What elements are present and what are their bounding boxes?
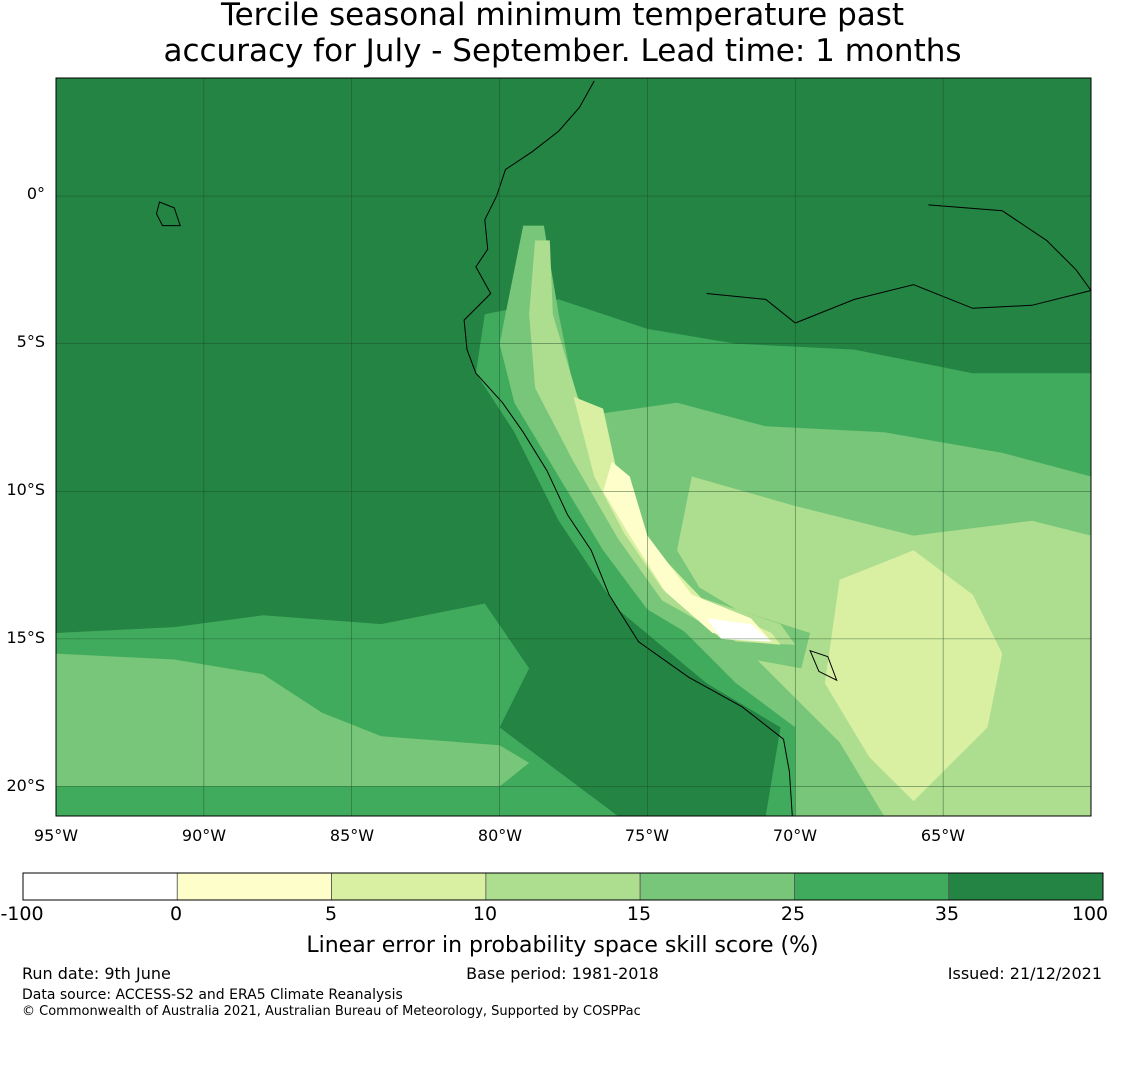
colorbar-segment — [639, 872, 795, 901]
lon-label-70w: 70°W — [772, 826, 818, 845]
lake-titicaca — [809, 649, 838, 682]
colorbar-title: Linear error in probability space skill … — [306, 933, 819, 958]
coastline — [155, 80, 1092, 817]
colorbar-segment — [176, 872, 332, 901]
data-source: Data source: ACCESS-S2 and ERA5 Climate … — [22, 987, 403, 1003]
colorbar-frame — [22, 872, 1104, 901]
galapagos-islands — [155, 201, 181, 227]
lon-label-65w: 65°W — [920, 826, 966, 845]
lat-label-15s: 15°S — [6, 628, 45, 647]
river-amazon — [706, 284, 1092, 324]
colorbar-segment — [948, 872, 1104, 901]
lon-label-95w: 95°W — [33, 826, 79, 845]
chart-title-line2: accuracy for July - September. Lead time… — [163, 33, 962, 69]
base-period: Base period: 1981-2018 — [466, 964, 659, 983]
lon-label-75w: 75°W — [624, 826, 670, 845]
chart-title-line1: Tercile seasonal minimum temperature pas… — [220, 0, 905, 33]
pacific-coastline — [463, 80, 793, 817]
lon-label-80w: 80°W — [477, 826, 523, 845]
lat-label-5s: 5°S — [16, 332, 45, 351]
colorbar-tick-10: 10 — [472, 903, 498, 925]
issued-date: Issued: 21/12/2021 — [947, 964, 1102, 983]
map-frame — [55, 77, 1092, 817]
river-north — [928, 204, 1092, 291]
lat-label-10s: 10°S — [6, 480, 45, 499]
field-land-10 — [824, 550, 1003, 802]
colorbar-segment — [485, 872, 641, 901]
lat-label-0: 0° — [26, 184, 45, 203]
colorbar-tick-m100: -100 — [0, 903, 44, 925]
colorbar-tick-15: 15 — [626, 903, 652, 925]
colorbar-tick-0: 0 — [169, 903, 183, 925]
colorbar-tick-100: 100 — [1071, 903, 1109, 925]
colorbar-segment — [22, 872, 178, 901]
colorbar — [22, 872, 1104, 901]
run-date: Run date: 9th June — [22, 964, 171, 983]
field-ridge-0 — [706, 618, 772, 642]
field-ridge-5 — [603, 461, 772, 642]
skill-score-field — [56, 78, 1091, 816]
colorbar-segment — [331, 872, 487, 901]
lat-label-20s: 20°S — [6, 776, 45, 795]
colorbar-segment — [794, 872, 950, 901]
field-ocean-35-south — [56, 792, 500, 816]
colorbar-tick-35: 35 — [934, 903, 960, 925]
copyright: © Commonwealth of Australia 2021, Austra… — [22, 1004, 641, 1019]
skill-score-map — [55, 77, 1092, 817]
lon-label-85w: 85°W — [329, 826, 375, 845]
field-ocean-25 — [56, 653, 530, 787]
colorbar-tick-25: 25 — [780, 903, 806, 925]
lon-label-90w: 90°W — [181, 826, 227, 845]
colorbar-tick-5: 5 — [324, 903, 338, 925]
